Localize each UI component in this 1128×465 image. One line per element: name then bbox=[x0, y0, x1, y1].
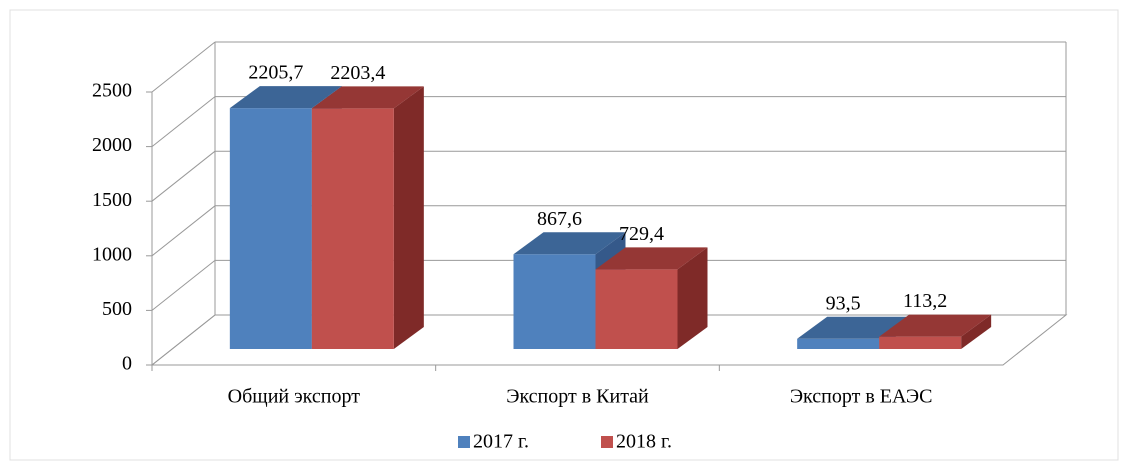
bar bbox=[229, 108, 312, 349]
legend-label: 2017 г. bbox=[473, 431, 529, 453]
bar-top bbox=[513, 232, 626, 255]
bar bbox=[513, 254, 596, 349]
y-tick-label: 2000 bbox=[92, 134, 132, 156]
y-tick-label: 1000 bbox=[92, 243, 132, 265]
y-tick-label: 1500 bbox=[92, 189, 132, 211]
bar bbox=[311, 108, 394, 349]
y-tick-label: 0 bbox=[122, 353, 132, 375]
data-label: 2203,4 bbox=[330, 62, 385, 84]
bar-top bbox=[595, 247, 708, 270]
data-label: 113,2 bbox=[903, 290, 947, 312]
x-tick-label: Общий экспорт bbox=[228, 386, 361, 408]
y-tick-label: 2500 bbox=[92, 80, 132, 102]
bar-side bbox=[961, 314, 992, 349]
bar bbox=[797, 338, 880, 349]
grid-line bbox=[151, 205, 216, 257]
data-label: 2205,7 bbox=[248, 62, 303, 84]
grid-line bbox=[151, 314, 216, 366]
legend-swatch bbox=[458, 436, 470, 448]
bar-top bbox=[311, 86, 424, 109]
y-tick-label: 500 bbox=[102, 298, 132, 320]
legend-label: 2018 г. bbox=[616, 431, 672, 453]
bar-top bbox=[797, 316, 910, 339]
data-label: 867,6 bbox=[537, 208, 582, 230]
bar bbox=[595, 269, 678, 349]
grid-line bbox=[151, 96, 216, 147]
bar bbox=[879, 336, 962, 349]
bar-top bbox=[229, 86, 342, 109]
frame bbox=[9, 9, 1119, 461]
legend-swatch bbox=[601, 436, 613, 448]
bar-top bbox=[879, 314, 992, 337]
x-tick-label: Экспорт в ЕАЭС bbox=[790, 386, 933, 408]
x-tick-label: Экспорт в Китай bbox=[506, 386, 649, 408]
data-label: 93,5 bbox=[826, 292, 861, 314]
grid-line bbox=[151, 41, 216, 93]
grid-line bbox=[151, 260, 216, 311]
grid-line bbox=[151, 150, 216, 202]
bar-side bbox=[393, 86, 424, 349]
bar-side bbox=[677, 247, 708, 349]
data-label: 729,4 bbox=[619, 223, 664, 245]
